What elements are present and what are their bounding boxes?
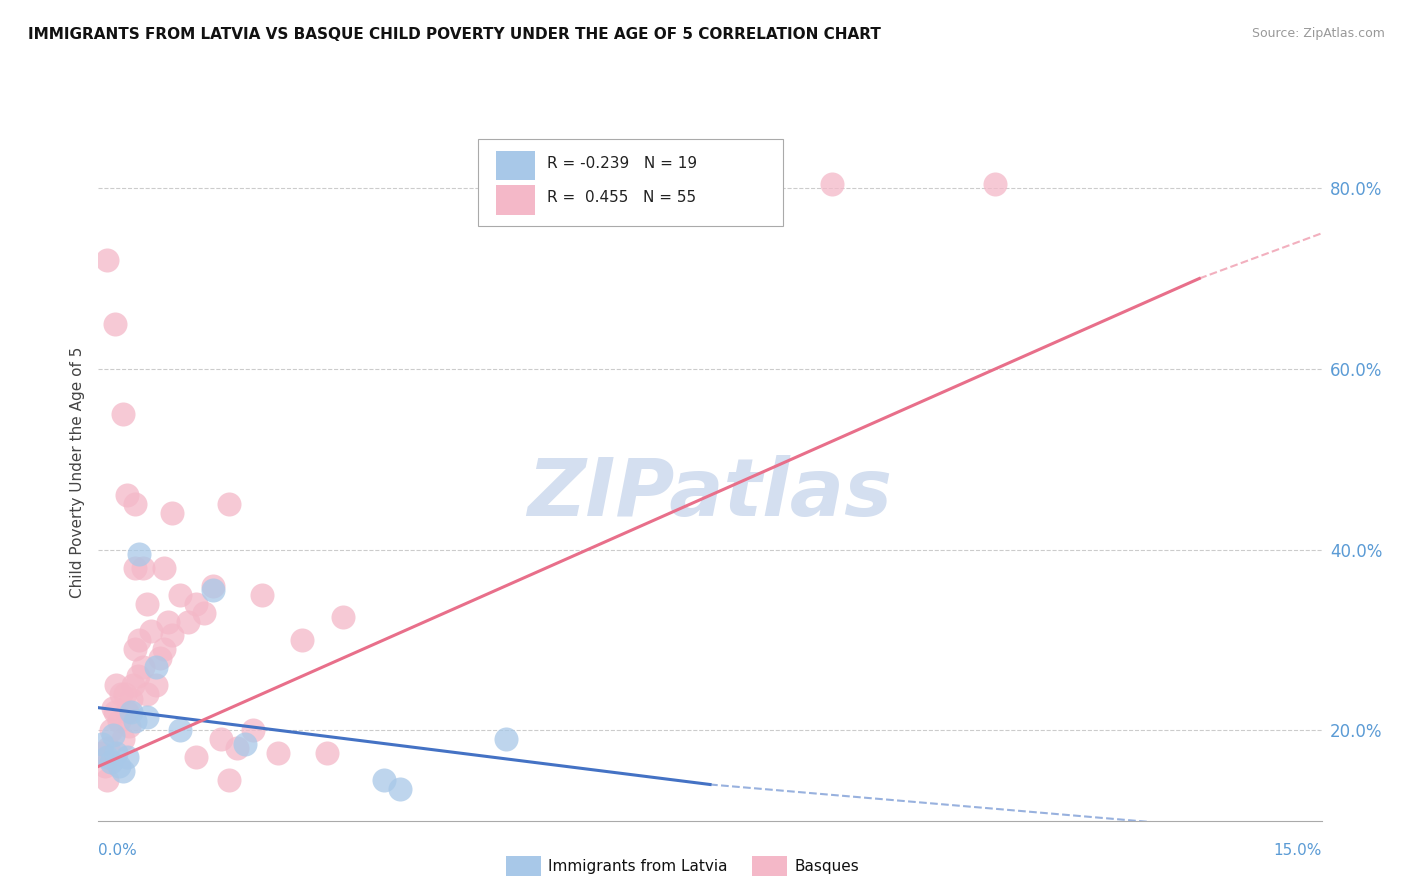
Point [105, 678, 128, 692]
Point [152, 560, 174, 574]
FancyBboxPatch shape [496, 151, 536, 180]
Text: Immigrants from Latvia: Immigrants from Latvia [548, 859, 728, 873]
Point [152, 642, 174, 657]
Point [115, 705, 138, 719]
Text: R = -0.239   N = 19: R = -0.239 N = 19 [547, 155, 697, 170]
Point [104, 705, 127, 719]
Point [186, 597, 208, 611]
Point [291, 632, 314, 647]
Point [96, 253, 118, 268]
Point [145, 678, 167, 692]
Point [389, 782, 412, 797]
Point [120, 705, 142, 719]
Point [821, 177, 844, 191]
Point [124, 642, 146, 657]
Point [201, 583, 224, 598]
Point [97, 741, 120, 756]
Point [118, 719, 141, 733]
Point [267, 746, 290, 760]
Point [201, 579, 224, 593]
Point [96, 772, 118, 787]
Text: 0.0%: 0.0% [98, 843, 138, 858]
Point [169, 588, 191, 602]
Text: ZIPatlas: ZIPatlas [527, 455, 893, 533]
Point [105, 746, 128, 760]
Text: 15.0%: 15.0% [1274, 843, 1322, 858]
Point [114, 687, 136, 701]
Y-axis label: Child Poverty Under the Age of 5: Child Poverty Under the Age of 5 [69, 347, 84, 599]
Point [108, 759, 131, 773]
Point [373, 772, 395, 787]
Point [332, 610, 354, 624]
Point [218, 497, 240, 511]
Point [128, 632, 150, 647]
Point [136, 687, 159, 701]
Point [120, 691, 142, 706]
Point [169, 723, 191, 738]
Point [160, 507, 183, 521]
Point [984, 177, 1007, 191]
Point [101, 728, 124, 742]
Text: Basques: Basques [794, 859, 859, 873]
Point [495, 732, 517, 747]
Point [124, 714, 146, 729]
Point [145, 660, 167, 674]
Point [101, 700, 124, 714]
FancyBboxPatch shape [496, 186, 536, 215]
Point [104, 317, 127, 331]
Point [132, 660, 155, 674]
Point [111, 764, 134, 778]
Point [124, 497, 146, 511]
Point [111, 732, 134, 747]
Point [186, 750, 208, 764]
Point [115, 750, 138, 764]
Point [132, 560, 155, 574]
Point [108, 714, 131, 729]
Point [315, 746, 337, 760]
Point [149, 651, 172, 665]
Point [250, 588, 273, 602]
Point [96, 750, 118, 764]
Point [193, 606, 215, 620]
Point [136, 710, 159, 724]
Point [127, 669, 149, 683]
FancyBboxPatch shape [478, 139, 783, 226]
Point [156, 615, 179, 629]
Point [100, 723, 122, 738]
Point [218, 772, 240, 787]
Point [226, 741, 249, 756]
Point [242, 723, 264, 738]
Point [100, 755, 122, 769]
Point [110, 687, 132, 701]
Point [141, 624, 163, 638]
Point [121, 678, 143, 692]
Point [209, 732, 232, 747]
Point [111, 407, 134, 421]
Text: Source: ZipAtlas.com: Source: ZipAtlas.com [1251, 27, 1385, 40]
Point [91, 746, 114, 760]
Text: R =  0.455   N = 55: R = 0.455 N = 55 [547, 190, 696, 205]
Point [177, 615, 200, 629]
Point [160, 628, 183, 642]
Point [136, 597, 159, 611]
Point [94, 759, 117, 773]
Point [115, 488, 138, 502]
Point [124, 560, 146, 574]
Point [128, 547, 150, 561]
Point [91, 737, 114, 751]
Point [233, 737, 256, 751]
Text: IMMIGRANTS FROM LATVIA VS BASQUE CHILD POVERTY UNDER THE AGE OF 5 CORRELATION CH: IMMIGRANTS FROM LATVIA VS BASQUE CHILD P… [28, 27, 882, 42]
